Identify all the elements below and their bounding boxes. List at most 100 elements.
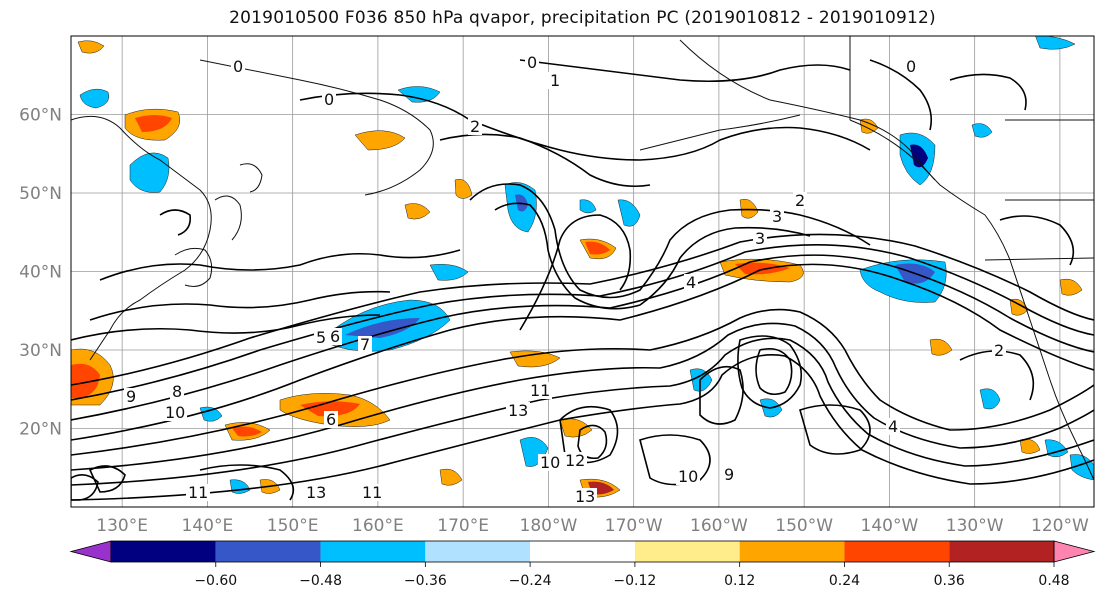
negative-anomaly-region — [129, 152, 170, 193]
longitude-label: 180°W — [520, 516, 578, 536]
colorbar-segment — [215, 541, 321, 562]
positive-anomaly-region — [929, 338, 953, 356]
colorbar-segment — [949, 541, 1054, 562]
contour-label: 11 — [188, 483, 208, 502]
contour-label-background — [548, 72, 562, 89]
contour-label-background — [753, 230, 767, 247]
contour-label-background — [163, 404, 187, 421]
qvapor-contours — [71, 59, 1094, 501]
contour-label-background — [793, 192, 807, 209]
positive-anomaly-region — [404, 203, 431, 220]
contour-label-background — [360, 484, 384, 501]
contour-label: 11 — [530, 381, 550, 400]
colorbar-segment — [634, 541, 740, 562]
contour-label-background — [538, 454, 562, 471]
contour-label-background — [468, 118, 482, 135]
colorbar-segment — [844, 541, 950, 562]
contour-label-background — [324, 411, 338, 428]
contour-label-background — [904, 58, 918, 75]
contour-label-background — [124, 388, 138, 405]
contour-label-background — [506, 402, 530, 419]
colorbar-tick-label: 0.12 — [724, 573, 755, 589]
latitude-label: 60°N — [19, 106, 62, 126]
positive-anomaly-region — [1059, 278, 1083, 296]
latitude-label: 50°N — [19, 184, 62, 204]
colorbar-ticks: −0.60 −0.48 −0.36 −0.24 −0.12 0.12 0.24 0.36 0.4… — [194, 562, 1070, 589]
colorbar-boxes — [69, 540, 1096, 563]
contour-label-background — [528, 382, 552, 399]
contour-label: 8 — [172, 382, 182, 401]
colorbar-tick-label: −0.36 — [404, 573, 447, 589]
colorbar-tick-label: 0.36 — [934, 573, 965, 589]
contour-label-background — [684, 274, 698, 291]
positive-anomaly-region — [77, 40, 105, 54]
positive-anomaly-region — [71, 363, 100, 398]
negative-anomaly-region — [1069, 454, 1094, 481]
contour-label-background — [328, 328, 342, 345]
contour-label: 13 — [306, 483, 326, 502]
negative-anomaly-region — [79, 88, 109, 109]
colorbar-outline — [110, 540, 1055, 563]
contour-label: 0 — [233, 57, 243, 76]
latitude-label: 20°N — [19, 420, 62, 440]
precipitation-anomaly-shading — [71, 36, 1094, 498]
contour-label: 0 — [527, 53, 537, 72]
longitude-label: 150°W — [775, 516, 833, 536]
positive-anomaly-region — [439, 468, 463, 486]
colorbar-segment — [739, 541, 845, 562]
negative-anomaly-region — [199, 406, 223, 422]
contour-label: 4 — [686, 273, 696, 292]
longitude-label: 140°W — [861, 516, 919, 536]
contour-label-background — [304, 484, 328, 501]
positive-anomaly-region — [354, 130, 406, 151]
negative-anomaly-region — [979, 388, 1001, 410]
longitude-label: 160°W — [690, 516, 748, 536]
colorbar-extend-max-arrow — [1053, 540, 1096, 563]
contour-label: 9 — [724, 465, 734, 484]
longitude-label: 170°E — [437, 516, 489, 536]
contour-label: 1 — [550, 71, 560, 90]
colorbar-segment — [530, 541, 635, 562]
contour-label-background — [770, 208, 784, 225]
colorbar-segment — [320, 541, 426, 562]
negative-anomaly-region — [429, 264, 469, 281]
positive-anomaly-region — [300, 401, 360, 417]
negative-anomaly-region — [617, 199, 641, 227]
contour-label-background — [992, 342, 1006, 359]
colorbar-tick-label: −0.24 — [509, 573, 552, 589]
contour-label-background — [314, 329, 328, 346]
negative-anomaly-region — [910, 144, 928, 168]
longitude-label: 130°E — [96, 516, 148, 536]
contour-label-background — [722, 466, 736, 483]
contour-label: 7 — [360, 335, 370, 354]
longitude-label: 120°W — [1031, 516, 1089, 536]
latitude-labels: 60°N 50°N 40°N 30°N 20°N — [19, 106, 62, 440]
positive-anomaly-region — [232, 426, 262, 437]
contour-label: 4 — [888, 417, 898, 436]
contour-label-background — [170, 383, 184, 400]
contour-label: 10 — [165, 403, 185, 422]
positive-anomaly-region — [735, 262, 790, 275]
positive-anomaly-region — [559, 418, 593, 438]
contour-label-background — [573, 488, 597, 505]
latitude-label: 40°N — [19, 263, 62, 283]
contour-label-background — [186, 484, 210, 501]
colorbar-segment — [111, 541, 216, 562]
contour-label-background — [322, 91, 336, 108]
contour-label-background — [231, 58, 245, 75]
contour-label: 13 — [575, 487, 595, 506]
contour-label: 6 — [326, 410, 336, 429]
colorbar-tick-label: −0.12 — [613, 573, 656, 589]
map-title: 2019010500 F036 850 hPa qvapor, precipit… — [229, 8, 936, 28]
negative-anomaly-region — [579, 199, 597, 214]
contour-label-background — [525, 54, 539, 71]
colorbar-extend-min-arrow — [69, 540, 112, 563]
contour-label: 10 — [678, 467, 698, 486]
contour-label: 10 — [540, 453, 560, 472]
contour-label-background — [676, 468, 700, 485]
contour-label: 12 — [565, 451, 585, 470]
positive-anomaly-region — [454, 179, 473, 199]
colorbar-tick-label: −0.48 — [299, 573, 342, 589]
